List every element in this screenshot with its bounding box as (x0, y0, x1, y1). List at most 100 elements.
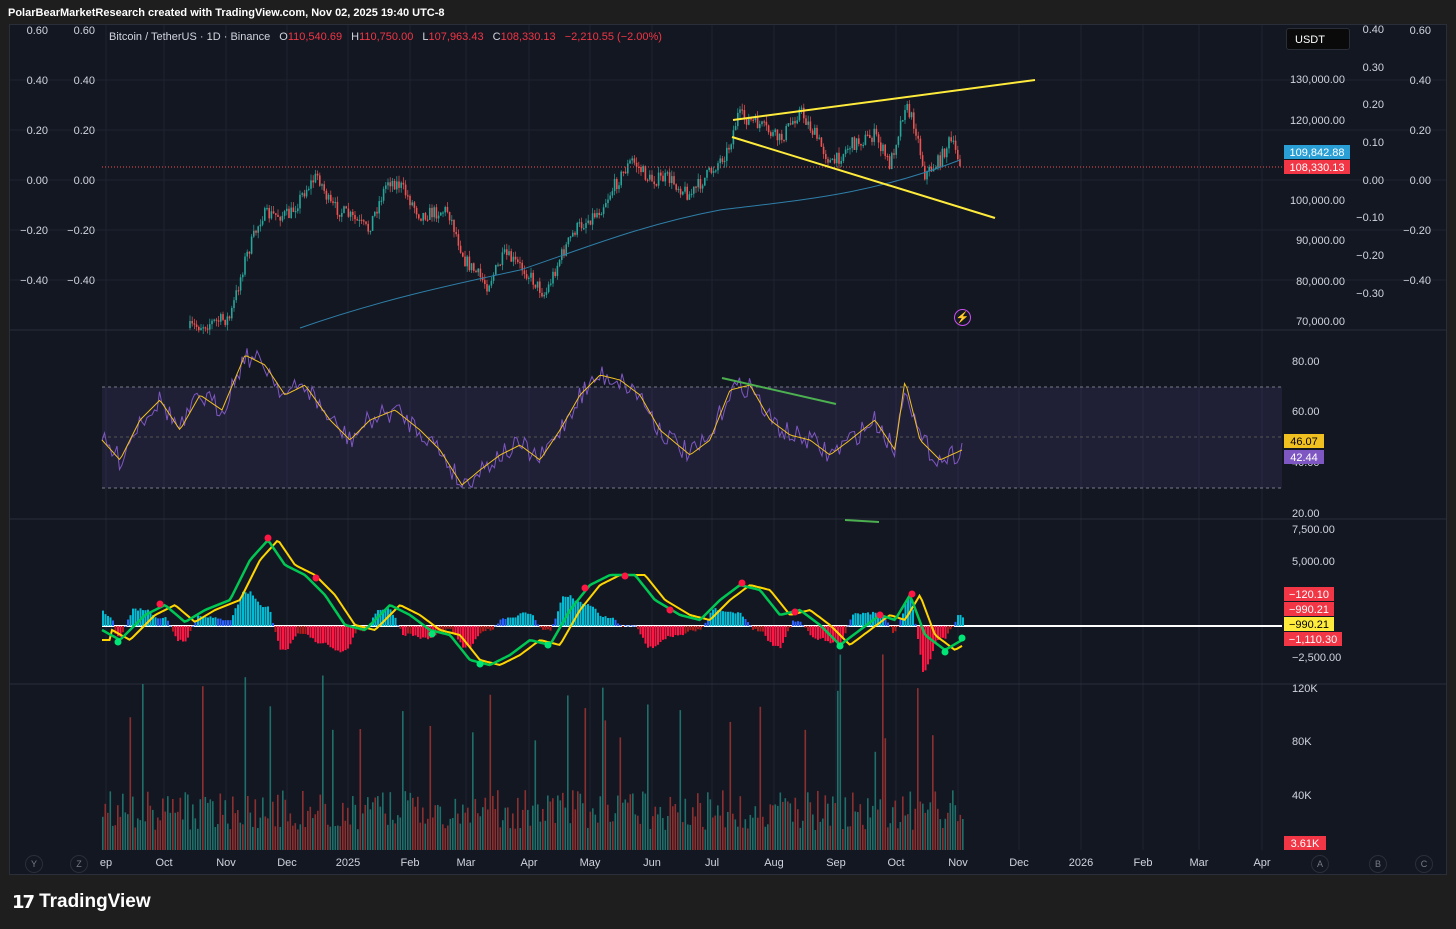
volume-bar (219, 793, 222, 850)
candle-body (785, 126, 787, 141)
candle-body (222, 314, 224, 320)
volume-bar (114, 825, 117, 850)
volume-bar (739, 796, 742, 850)
lightning-icon[interactable]: ⚡ (954, 309, 971, 326)
time-axis-label: Jun (643, 857, 661, 869)
time-axis-label: Feb (1134, 857, 1153, 869)
volume-bar (837, 690, 839, 850)
candle-body (675, 184, 677, 190)
volume-bar (937, 808, 939, 850)
candle-body (602, 207, 605, 214)
macd-histogram-bar (592, 606, 594, 626)
macd-histogram-bar (297, 626, 299, 634)
moving-average-line (299, 159, 961, 329)
candle-body (202, 327, 204, 329)
candle-body (404, 184, 407, 196)
volume-bar (587, 827, 589, 850)
candle-body (730, 144, 732, 150)
candle-body (563, 249, 565, 256)
candle-body (673, 176, 675, 185)
macd-histogram-bar (422, 626, 424, 638)
macd-histogram-bar (157, 618, 159, 626)
volume-bar (199, 799, 202, 850)
volume-bar (474, 799, 477, 850)
macd-histogram-bar (849, 619, 852, 626)
macd-histogram-bar (499, 619, 502, 626)
macd-histogram-bar (784, 626, 787, 638)
macd-histogram-bar (137, 610, 139, 626)
candle-body (904, 110, 906, 121)
corner-button-c[interactable]: C (1415, 855, 1433, 873)
low-label: L (422, 31, 429, 43)
volume-bar (532, 805, 534, 850)
candle-body (833, 158, 836, 164)
macd-histogram-bar (907, 599, 909, 626)
corner-button-y[interactable]: Y (25, 855, 43, 873)
macd-histogram-bar (339, 626, 342, 653)
candle-body (565, 244, 567, 256)
symbol-legend[interactable]: Bitcoin / TetherUS · 1D · Binance O110,5… (109, 31, 662, 43)
macd-histogram-bar (229, 620, 232, 626)
macd-histogram-bar (319, 626, 322, 644)
candle-body (530, 272, 532, 278)
candle-body (917, 135, 919, 139)
volume-bar (214, 827, 217, 850)
volume-bar (632, 793, 634, 850)
macd-histogram-bar (312, 626, 314, 639)
macd-histogram-bar (394, 617, 397, 626)
macd-histogram-bar (684, 626, 687, 634)
candle-body (873, 128, 875, 142)
tradingview-brand[interactable]: 17 TradingView (12, 891, 151, 913)
candle-body (244, 256, 246, 275)
macd-histogram-bar (402, 626, 404, 636)
macd-histogram-bar (764, 626, 767, 636)
volume-bar (947, 812, 949, 850)
volume-bar (509, 828, 512, 850)
candle-body (380, 200, 383, 202)
volume-bar (647, 704, 649, 850)
candle-body (477, 268, 479, 273)
macd-histogram-bar (739, 612, 742, 626)
corner-button-b[interactable]: B (1369, 855, 1387, 873)
volume-bar (807, 792, 809, 850)
candle-body (941, 148, 944, 167)
overlay-left-b-label: 0.00 (74, 175, 95, 187)
macd-histogram-bar (354, 626, 357, 634)
volume-bar (622, 802, 624, 850)
corner-button-a[interactable]: A (1311, 855, 1329, 873)
volume-axis-label: 120K (1292, 683, 1318, 695)
volume-bar (882, 654, 884, 850)
price-axis-label: 130,000.00 (1290, 74, 1345, 86)
candle-body (308, 188, 310, 190)
volume-bar (724, 827, 727, 850)
volume-bar (914, 808, 917, 850)
candle-body (715, 170, 717, 172)
macd-histogram-bar (947, 626, 949, 634)
candle-body (503, 249, 506, 253)
candle-body (840, 161, 842, 164)
chart-frame[interactable] (9, 24, 1447, 875)
candle-body (391, 180, 394, 187)
macd-tag-0-bg (1284, 587, 1334, 601)
volume-bar (869, 817, 872, 850)
macd-histogram-bar (734, 613, 737, 626)
symbol-name[interactable]: Bitcoin / TetherUS · 1D · Binance (109, 31, 271, 43)
candle-body (622, 171, 625, 173)
candle-body (283, 211, 286, 216)
candle-body (288, 208, 290, 218)
candle-body (521, 262, 523, 271)
volume-bar (157, 817, 159, 850)
candle-body (605, 203, 607, 208)
candle-body (312, 180, 314, 183)
volume-bar (389, 792, 392, 850)
candle-body (292, 207, 295, 212)
candle-body (948, 137, 950, 149)
macd-tag-2: −990.21 (1289, 619, 1329, 631)
macd-cross-dot (941, 648, 949, 656)
macd-line (101, 539, 963, 667)
volume-bar (694, 816, 697, 850)
corner-button-z[interactable]: Z (70, 855, 88, 873)
currency-button[interactable]: USDT (1286, 28, 1350, 50)
volume-bar (799, 827, 802, 850)
